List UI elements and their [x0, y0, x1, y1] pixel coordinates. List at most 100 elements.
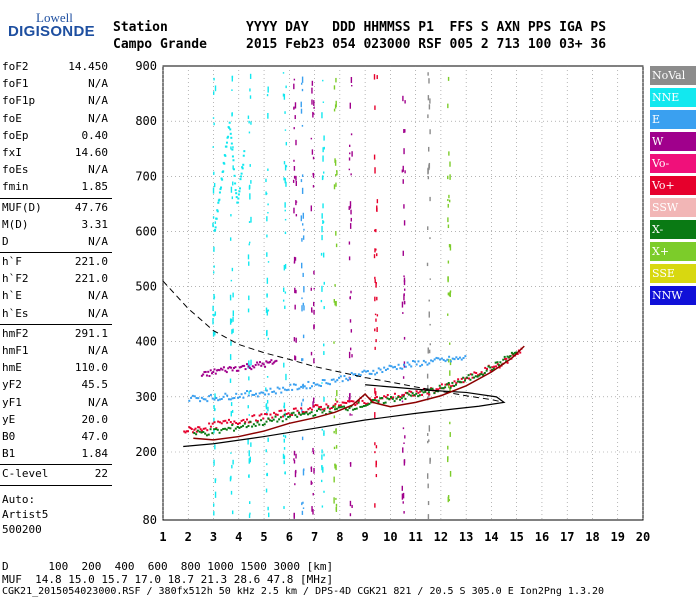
- interference-dot: [214, 444, 216, 450]
- echo-point: [296, 415, 299, 418]
- interference-dot: [293, 450, 296, 456]
- echo-point: [366, 403, 369, 406]
- interference-dot: [284, 164, 287, 171]
- echo-point: [332, 405, 335, 408]
- echo-point: [193, 432, 196, 435]
- echo-point: [431, 360, 434, 363]
- echo-point: [422, 359, 425, 362]
- echo-point: [271, 391, 274, 394]
- echo-point: [207, 433, 210, 436]
- echo-point: [257, 363, 260, 366]
- echo-point: [410, 365, 413, 368]
- interference-dot: [267, 337, 270, 340]
- echo-point: [276, 420, 279, 423]
- echo-point: [272, 418, 275, 421]
- param-value: N/A: [88, 344, 108, 357]
- echo-point: [256, 361, 259, 364]
- interference-dot: [321, 285, 323, 292]
- interference-dot: [323, 281, 325, 285]
- echo-point: [357, 373, 360, 376]
- param-value: N/A: [88, 111, 108, 125]
- param-row: B0 47.0: [0, 428, 112, 445]
- echo-point: [240, 393, 243, 396]
- header-row-labels: Station YYYY DAY DDD HHMMSS P1 FFS S AXN…: [113, 20, 607, 35]
- echo-point: [308, 412, 311, 415]
- echo-point: [332, 404, 335, 407]
- interference-dot: [323, 135, 325, 141]
- echo-point: [346, 409, 349, 412]
- echo-point: [375, 371, 378, 374]
- echo-point: [354, 373, 357, 376]
- interference-dot: [214, 408, 216, 411]
- echo-point: [379, 397, 382, 400]
- echo-point: [438, 384, 441, 387]
- param-name: D: [2, 234, 9, 248]
- interference-dot: [249, 164, 251, 167]
- echo-point: [419, 390, 422, 393]
- echo-point: [255, 392, 258, 395]
- echo-point: [275, 359, 278, 362]
- interference-dot: [336, 390, 338, 397]
- interference-dot: [375, 248, 377, 251]
- interference-dot: [295, 139, 297, 146]
- interference-dot: [449, 370, 451, 376]
- echo-point: [294, 383, 297, 386]
- echo-point: [291, 413, 294, 416]
- echo-point: [386, 394, 389, 397]
- interference-dot: [403, 280, 406, 286]
- interference-dot: [322, 466, 324, 473]
- interference-dot: [313, 287, 315, 290]
- interference-dot: [320, 252, 323, 256]
- echo-point: [312, 414, 315, 417]
- interference-dot: [428, 162, 431, 169]
- interference-dot: [249, 241, 251, 244]
- interference-dot: [302, 358, 304, 361]
- param-name: foF1p: [2, 94, 36, 108]
- interference-dot: [321, 225, 323, 233]
- interference-dot: [427, 226, 429, 231]
- echo-point: [321, 411, 324, 414]
- echo-point: [366, 402, 369, 405]
- echo-point: [336, 400, 339, 403]
- interference-dot: [374, 503, 376, 508]
- echo-point: [462, 376, 465, 379]
- interference-dot: [335, 77, 337, 83]
- echo-point: [299, 413, 302, 416]
- interference-dot: [348, 168, 351, 171]
- param-value: N/A: [88, 94, 108, 108]
- param-row: foE N/A: [0, 110, 112, 127]
- echo-point: [330, 406, 333, 409]
- interference-dot: [311, 87, 313, 94]
- echo-point: [292, 383, 295, 386]
- interference-dot: [283, 447, 286, 450]
- echo-point: [218, 191, 221, 194]
- interference-dot: [248, 414, 250, 416]
- legend-item: NNE: [650, 88, 696, 107]
- echo-point: [204, 432, 207, 435]
- interference-dot: [449, 387, 451, 393]
- echo-point: [258, 423, 261, 426]
- footer-distance-row: D 100 200 400 600 800 1000 1500 3000 [km…: [2, 560, 334, 573]
- interference-dot: [295, 200, 297, 206]
- interference-dot: [268, 512, 270, 518]
- echo-point: [316, 404, 319, 407]
- interference-dot: [351, 414, 353, 416]
- param-row: foF1p N/A: [0, 92, 112, 109]
- interference-dot: [350, 173, 352, 176]
- interference-dot: [267, 168, 269, 171]
- echo-point: [232, 159, 235, 162]
- echo-point: [240, 419, 243, 422]
- param-separator: [0, 252, 112, 254]
- interference-dot: [248, 261, 250, 266]
- echo-point: [339, 404, 342, 407]
- param-row: yF1 N/A: [0, 394, 112, 411]
- echo-point: [230, 136, 233, 139]
- interference-dot: [250, 180, 252, 184]
- param-name: foF2: [2, 60, 29, 73]
- echo-point: [415, 392, 418, 395]
- param-row: h`F2 221.0: [0, 270, 112, 287]
- echo-point: [347, 400, 350, 403]
- interference-dot: [212, 313, 214, 316]
- echo-point: [243, 364, 246, 367]
- echo-point: [312, 381, 315, 384]
